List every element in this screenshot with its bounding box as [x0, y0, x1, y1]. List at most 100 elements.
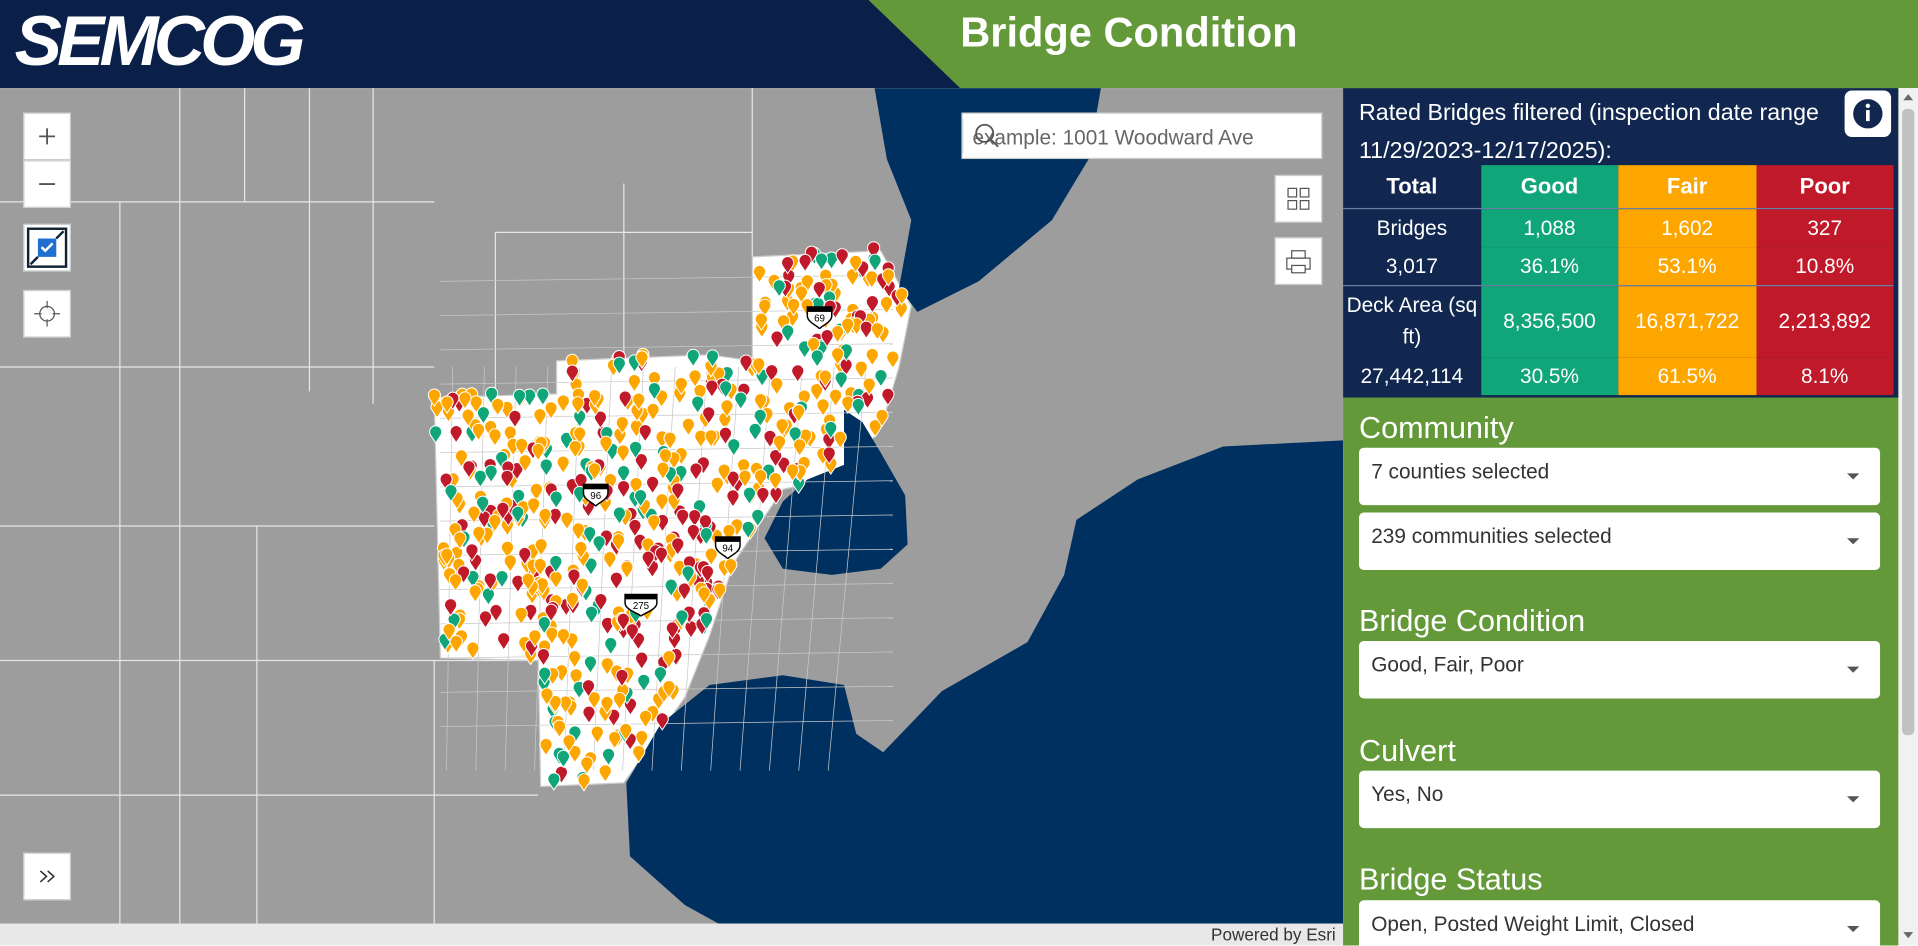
marker-pin	[544, 603, 558, 623]
bridge-marker	[448, 522, 462, 541]
shield-outline	[582, 483, 609, 507]
marker-pin	[439, 472, 453, 492]
marker-pin	[635, 350, 649, 369]
marker-pin	[467, 505, 481, 525]
bridge-marker	[612, 691, 627, 711]
shield-label: 94	[722, 544, 733, 555]
bridge-marker	[584, 557, 598, 576]
marker-pin	[599, 435, 613, 455]
bridge-marker	[473, 469, 487, 489]
marker-pin	[704, 429, 718, 448]
bridge-marker	[720, 399, 734, 418]
zoom-in[interactable]	[23, 112, 71, 161]
bridge-marker	[529, 482, 543, 502]
scrollbar[interactable]	[1898, 88, 1918, 946]
attribution[interactable]: Powered by Esri	[1211, 924, 1336, 945]
filter-select[interactable]: Open, Posted Weight Limit, Closed	[1358, 900, 1881, 946]
bridge-marker	[588, 388, 602, 408]
bridge-marker	[645, 475, 660, 495]
bridge-marker	[472, 525, 486, 545]
bridge-marker	[793, 438, 807, 457]
cell: 1,602	[1618, 207, 1756, 248]
bridge-marker	[577, 773, 591, 792]
bridge-marker	[628, 518, 642, 538]
marker-pin	[689, 462, 703, 481]
marker-pin	[568, 650, 582, 669]
marker-pin	[686, 523, 700, 543]
bridge-marker	[717, 463, 731, 482]
select-value: 7 counties selected	[1371, 459, 1550, 484]
marker-pin	[854, 360, 868, 379]
bridge-marker	[632, 744, 646, 764]
logo[interactable]: SEMCOG	[14, 1, 306, 81]
marker-pin	[810, 382, 824, 402]
marker-pin	[726, 470, 740, 490]
bridge-marker	[862, 377, 876, 396]
marker-pin	[835, 248, 849, 267]
marker-pin	[736, 458, 751, 477]
bridge-marker	[575, 577, 589, 597]
marker-pin	[508, 409, 522, 429]
info-button[interactable]	[1844, 90, 1892, 137]
bridge-marker	[879, 296, 894, 315]
bridge-marker	[781, 256, 795, 275]
bridge-marker	[503, 425, 517, 445]
marker-pin	[503, 425, 517, 445]
marker-pin	[571, 522, 585, 541]
marker-pin	[476, 495, 490, 515]
marker-pin	[619, 722, 633, 742]
marker-pin	[537, 616, 551, 635]
map[interactable]: 69 96 94 275 example: 1001 Woodward Ave Pow…	[0, 88, 1344, 946]
zoom-out[interactable]	[23, 160, 71, 208]
marker-pin	[752, 357, 766, 376]
marker-pin	[539, 458, 553, 477]
marker-pin	[833, 430, 847, 450]
bridge-marker	[565, 364, 579, 384]
marker-pin	[444, 598, 458, 617]
marker-pin	[618, 390, 632, 409]
marker-pin	[768, 472, 782, 491]
marker-pin	[556, 749, 571, 769]
cell: 36.1%	[1480, 247, 1619, 286]
map-canvas[interactable]: 69 96 94 275	[0, 88, 1344, 946]
select-caret	[1847, 796, 1860, 803]
extent-toggle[interactable]	[23, 223, 71, 272]
marker-pin	[647, 514, 661, 533]
bridge-marker	[609, 571, 623, 591]
marker-pin	[812, 280, 826, 300]
marker-pin	[574, 540, 588, 560]
marker-pin	[608, 730, 622, 750]
print-button[interactable]	[1274, 237, 1323, 286]
marker-pin	[461, 408, 475, 428]
bridge-marker	[665, 621, 679, 640]
select-value: Open, Posted Weight Limit, Closed	[1371, 912, 1695, 936]
filter-select[interactable]: 239 communities selected	[1358, 512, 1881, 571]
marker-pin	[820, 329, 834, 348]
marker-pin	[868, 253, 882, 273]
search-button[interactable]	[962, 114, 1012, 158]
search-box[interactable]: example: 1001 Woodward Ave	[961, 112, 1323, 160]
marker-pin	[739, 354, 753, 373]
bridge-marker	[752, 357, 766, 376]
marker-pin	[600, 426, 614, 445]
expand-toggle[interactable]	[23, 852, 71, 901]
marker-pin	[886, 350, 900, 370]
bridge-marker	[616, 444, 630, 463]
marker-pin	[769, 449, 783, 468]
marker-pin	[682, 555, 697, 574]
bridge-marker	[886, 350, 900, 370]
filter-select[interactable]: Good, Fair, Poor	[1358, 640, 1881, 699]
locate[interactable]	[23, 289, 71, 338]
marker-pin	[881, 268, 896, 287]
bridge-marker	[440, 547, 454, 567]
filter-select[interactable]: Yes, No	[1358, 770, 1881, 829]
road	[440, 617, 893, 625]
select-caret	[1847, 473, 1860, 480]
marker-pin	[635, 651, 649, 670]
bridge-marker	[637, 673, 651, 693]
bridge-marker	[756, 486, 770, 506]
filter-select[interactable]: 7 counties selected	[1358, 447, 1881, 506]
qr-button[interactable]	[1274, 174, 1323, 223]
marker-pin	[663, 431, 677, 451]
marker-pin	[593, 410, 608, 430]
